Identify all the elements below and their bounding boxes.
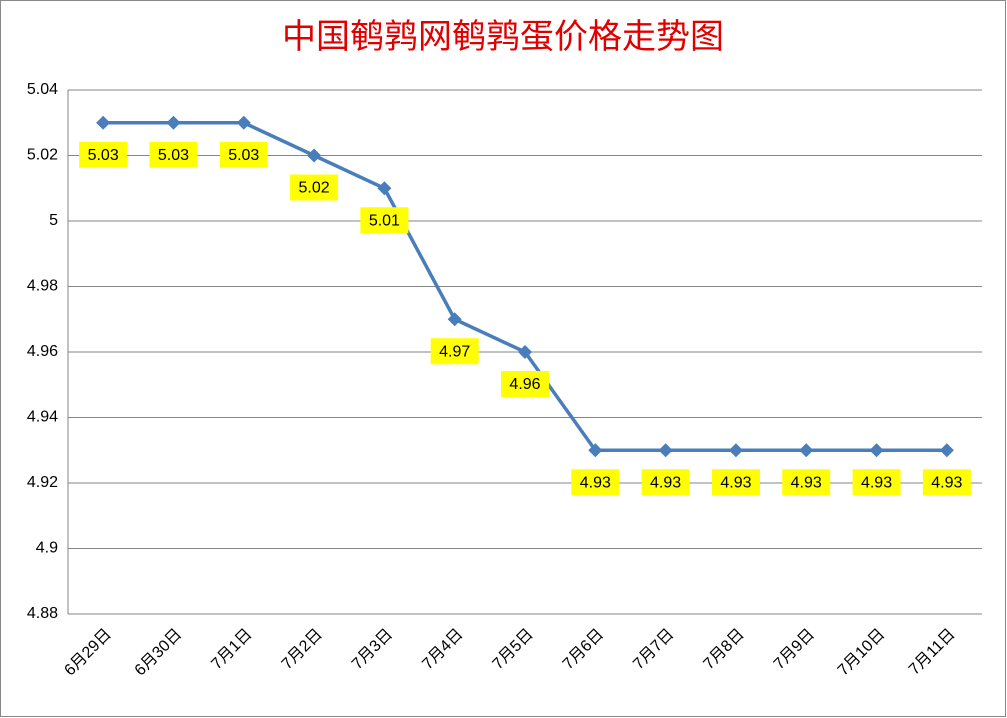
data-marker (518, 345, 532, 359)
data-label: 4.93 (791, 474, 822, 491)
data-label-bg (430, 338, 479, 365)
data-marker (307, 148, 322, 163)
data-label: 5.01 (369, 212, 400, 229)
y-tick-label: 4.88 (27, 605, 58, 622)
y-tick-label: 4.96 (27, 343, 58, 360)
data-label: 4.93 (931, 474, 962, 491)
data-label-bg (571, 469, 620, 496)
data-marker (939, 443, 954, 458)
data-label-bg (641, 469, 690, 496)
y-tick-label: 4.9 (36, 540, 58, 557)
data-marker (377, 181, 392, 196)
data-marker (166, 115, 181, 130)
y-tick-label: 4.98 (27, 278, 58, 295)
data-label-bg (290, 174, 339, 201)
data-label: 4.93 (650, 474, 681, 491)
data-marker (728, 443, 743, 458)
y-tick-label: 4.94 (27, 409, 58, 426)
data-marker (96, 115, 111, 130)
data-label: 4.96 (509, 376, 540, 393)
data-label: 4.93 (861, 474, 892, 491)
data-label: 5.02 (299, 180, 330, 197)
data-label: 4.97 (439, 343, 470, 360)
data-label-bg (711, 469, 760, 496)
data-marker (869, 443, 884, 458)
data-label-bg (219, 141, 268, 168)
data-label: 5.03 (158, 147, 189, 164)
data-label-bg (501, 371, 549, 397)
data-label: 4.93 (720, 474, 751, 491)
y-tick-label: 4.92 (27, 474, 58, 491)
y-tick-label: 5.04 (27, 81, 58, 98)
data-label: 5.03 (88, 147, 119, 164)
data-marker (799, 443, 814, 458)
y-tick-label: 5.02 (27, 147, 58, 164)
data-marker (447, 312, 462, 327)
data-label-bg (922, 469, 971, 496)
data-label-bg (149, 141, 198, 168)
data-marker (658, 443, 673, 458)
data-label: 5.03 (228, 147, 259, 164)
data-label-bg (360, 207, 409, 234)
data-label-bg (79, 141, 128, 168)
chart-title: 中国鹌鹑网鹌鹑蛋价格走势图 (282, 18, 724, 56)
y-tick-label: 5 (49, 212, 58, 229)
data-label: 4.93 (580, 474, 611, 491)
data-label-bg (852, 469, 901, 496)
data-label-bg (782, 469, 831, 496)
data-marker (588, 443, 603, 458)
data-marker (236, 115, 251, 130)
